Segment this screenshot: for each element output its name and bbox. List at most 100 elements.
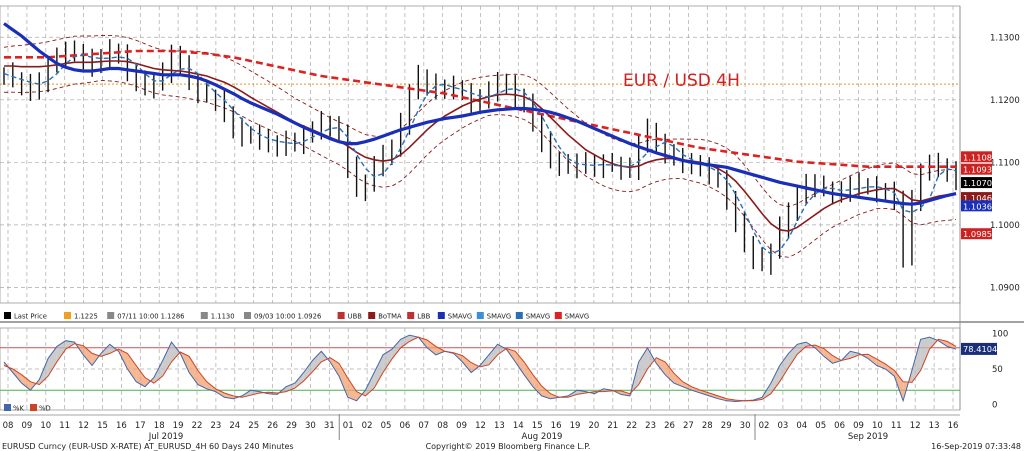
stochastic-fill bbox=[65, 340, 75, 350]
price-label-box bbox=[961, 177, 992, 189]
stochastic-fill bbox=[497, 344, 507, 355]
stochastic-y-tick: 50 bbox=[992, 365, 1003, 375]
price-label-1-1093: 1.1093 bbox=[961, 163, 992, 175]
legend-swatch bbox=[368, 312, 376, 319]
stochastic-fill bbox=[665, 361, 674, 384]
x-tick-label: 11 bbox=[891, 421, 902, 431]
legend-label: 09/03 10:00 1.0926 bbox=[254, 313, 321, 321]
stochastic-fill bbox=[56, 340, 66, 362]
stochastic-fill bbox=[127, 353, 137, 382]
x-tick-label: 08 bbox=[437, 421, 448, 431]
legend-item: SMAVG bbox=[476, 312, 511, 321]
x-tick-label: 25 bbox=[248, 421, 259, 431]
stochastic-legend-label: %K bbox=[13, 405, 24, 413]
stochastic-fill bbox=[532, 374, 542, 396]
legend-item: SMAVG bbox=[554, 312, 589, 321]
price-label-text: 1.0985 bbox=[963, 229, 992, 239]
stochastic-y-tick: 100 bbox=[992, 330, 1008, 340]
ohlc-bars bbox=[3, 39, 957, 275]
x-tick-label: 12 bbox=[910, 421, 921, 431]
x-tick-label: 02 bbox=[362, 421, 373, 431]
legend-label: SMAVG bbox=[487, 313, 511, 321]
botma-line bbox=[4, 60, 957, 232]
stochastic-fill bbox=[303, 360, 313, 382]
stochastic-fill bbox=[524, 361, 533, 387]
x-tick-label: 09 bbox=[456, 421, 467, 431]
legend-label: 1.1130 bbox=[211, 313, 235, 321]
stochastic-series bbox=[3, 334, 957, 403]
stochastic-fill bbox=[171, 342, 181, 362]
x-tick-label: 01 bbox=[343, 421, 354, 431]
footer-right: 16-Sep-2019 07:33:48 bbox=[931, 442, 1021, 451]
x-tick-label: 07 bbox=[418, 421, 429, 431]
x-tick-label: 15 bbox=[97, 421, 108, 431]
stochastic-fill bbox=[876, 359, 886, 369]
stochastic-fill bbox=[312, 351, 322, 372]
stochastic-fill bbox=[576, 390, 586, 395]
x-tick-label: 23 bbox=[645, 421, 656, 431]
x-tick-label: 19 bbox=[173, 421, 184, 431]
x-tick-label: 28 bbox=[702, 421, 713, 431]
legend-item: 09/03 10:00 1.0926 bbox=[244, 312, 321, 321]
x-tick-label: 13 bbox=[929, 421, 940, 431]
footer-center: Copyright© 2019 Bloomberg Finance L.P. bbox=[426, 442, 591, 451]
month-label: Aug 2019 bbox=[522, 432, 563, 442]
stochastic-fill bbox=[920, 337, 930, 371]
stochastic-fill bbox=[911, 339, 921, 383]
x-tick-label: 29 bbox=[286, 421, 297, 431]
month-label: Jul 2019 bbox=[148, 432, 184, 442]
x-tick-label: 30 bbox=[740, 421, 751, 431]
stochastic-fill bbox=[347, 378, 357, 401]
legend-label: 07/11 10:00 1.1286 bbox=[117, 313, 184, 321]
legend-label: SMAVG bbox=[565, 313, 589, 321]
stochastic-fill bbox=[709, 393, 718, 399]
sma-long-line bbox=[4, 49, 956, 168]
legend-label: SMAVG bbox=[526, 313, 550, 321]
legend-item: 1.1225 bbox=[64, 312, 98, 321]
x-tick-label: 14 bbox=[513, 421, 524, 431]
x-tick-label: 11 bbox=[59, 421, 70, 431]
x-tick-label: 29 bbox=[721, 421, 732, 431]
stochastic-fill bbox=[383, 349, 392, 373]
x-tick-label: 24 bbox=[229, 421, 240, 431]
legend-swatch bbox=[554, 312, 562, 319]
legend-label: SMAVG bbox=[448, 313, 472, 321]
y-tick-label: 1.1100 bbox=[990, 158, 1020, 168]
price-label-text: 1.1108 bbox=[963, 152, 992, 162]
stochastic-legend-label: %D bbox=[39, 405, 51, 413]
stochastic-y-tick: 0 bbox=[992, 400, 997, 410]
stochastic-fill bbox=[515, 351, 525, 375]
legend-swatch bbox=[437, 312, 445, 319]
y-tick-label: 1.0900 bbox=[990, 283, 1020, 293]
x-tick-label: 22 bbox=[626, 421, 637, 431]
price-label-box bbox=[961, 151, 992, 163]
x-tick-label: 10 bbox=[40, 421, 51, 431]
legend-label: Last Price bbox=[14, 313, 47, 321]
price-label-1-1046: 1.1046 bbox=[961, 192, 992, 204]
stochastic-fill bbox=[471, 362, 480, 373]
x-tick-label: 05 bbox=[381, 421, 392, 431]
legend-swatch bbox=[407, 312, 415, 319]
x-tick-label: 16 bbox=[551, 421, 562, 431]
stochastic-fill bbox=[286, 383, 295, 392]
x-tick-label: 12 bbox=[78, 421, 89, 431]
legend-item: LBB bbox=[407, 312, 431, 321]
x-tick-label: 21 bbox=[607, 421, 618, 431]
price-series bbox=[3, 22, 957, 275]
stochastic-fill bbox=[435, 346, 445, 355]
stochastic-fill bbox=[638, 347, 648, 385]
stochastic-fill bbox=[673, 373, 683, 387]
x-tick-label: 09 bbox=[853, 421, 864, 431]
stochastic-fill bbox=[391, 339, 401, 360]
stochastic-fill bbox=[541, 385, 551, 399]
x-tick-label: 20 bbox=[588, 421, 599, 431]
sma-fast-line bbox=[3, 54, 957, 255]
stochastic-legend-item: %K bbox=[4, 404, 24, 413]
stochastic-fill bbox=[947, 341, 956, 350]
x-tick-label: 27 bbox=[683, 421, 694, 431]
footer: EURUSD Curncy (EUR-USD X-RATE) AT_EURUSD… bbox=[2, 442, 1021, 451]
stochastic-legend-item: %D bbox=[30, 404, 51, 413]
stochastic-fill bbox=[770, 365, 780, 394]
legend-swatch bbox=[64, 312, 71, 319]
stochastic-fill bbox=[691, 386, 701, 394]
